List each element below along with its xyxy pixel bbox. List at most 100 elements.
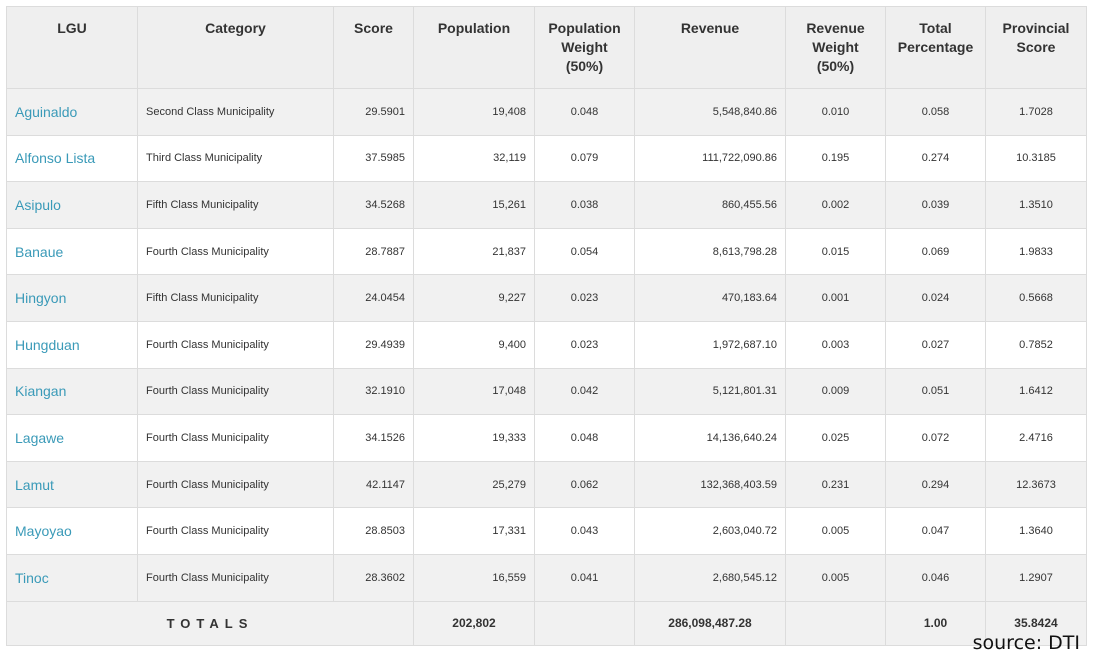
revenue-weight-cell: 0.195 bbox=[785, 134, 886, 183]
score-cell: 28.8503 bbox=[333, 507, 414, 555]
table-row: Banaue Fourth Class Municipality 28.7887… bbox=[6, 227, 1087, 276]
population-weight-cell: 0.048 bbox=[534, 414, 635, 462]
header-provincial-score: Provincial Score bbox=[985, 6, 1087, 89]
provincial-score-cell: 1.3640 bbox=[985, 507, 1087, 555]
header-total-percentage: Total Percentage bbox=[885, 6, 986, 89]
population-cell: 9,400 bbox=[413, 320, 535, 369]
category-cell: Fourth Class Municipality bbox=[137, 414, 334, 462]
population-cell: 17,048 bbox=[413, 367, 535, 416]
revenue-weight-cell: 0.010 bbox=[785, 88, 886, 136]
population-cell: 17,331 bbox=[413, 507, 535, 555]
revenue-cell: 132,368,403.59 bbox=[634, 460, 786, 509]
score-cell: 42.1147 bbox=[333, 460, 414, 509]
revenue-cell: 8,613,798.28 bbox=[634, 227, 786, 276]
total-percentage-cell: 0.039 bbox=[885, 181, 986, 229]
population-weight-cell: 0.041 bbox=[534, 553, 635, 602]
lgu-link[interactable]: Lamut bbox=[6, 460, 138, 509]
revenue-weight-cell: 0.009 bbox=[785, 367, 886, 416]
population-weight-cell: 0.038 bbox=[534, 181, 635, 229]
header-population: Population bbox=[413, 6, 535, 89]
score-cell: 34.1526 bbox=[333, 414, 414, 462]
total-percentage-cell: 0.046 bbox=[885, 553, 986, 602]
revenue-cell: 860,455.56 bbox=[634, 181, 786, 229]
population-cell: 15,261 bbox=[413, 181, 535, 229]
lgu-link[interactable]: Alfonso Lista bbox=[6, 134, 138, 183]
population-weight-cell: 0.048 bbox=[534, 88, 635, 136]
population-cell: 16,559 bbox=[413, 553, 535, 602]
table-footer: TOTALS 202,802 286,098,487.28 1.00 35.84… bbox=[6, 600, 1087, 646]
table-row: Alfonso Lista Third Class Municipality 3… bbox=[6, 134, 1087, 183]
table-row: Tinoc Fourth Class Municipality 28.3602 … bbox=[6, 553, 1087, 602]
header-total-percentage-line: Total bbox=[919, 20, 952, 36]
table-row: Lamut Fourth Class Municipality 42.1147 … bbox=[6, 460, 1087, 509]
population-weight-cell: 0.062 bbox=[534, 460, 635, 509]
category-cell: Fourth Class Municipality bbox=[137, 553, 334, 602]
score-cell: 29.4939 bbox=[333, 320, 414, 369]
lgu-link[interactable]: Lagawe bbox=[6, 414, 138, 462]
lgu-link[interactable]: Banaue bbox=[6, 227, 138, 276]
revenue-weight-cell: 0.231 bbox=[785, 460, 886, 509]
header-provincial-score-line: Score bbox=[1016, 39, 1056, 55]
population-cell: 32,119 bbox=[413, 134, 535, 183]
revenue-cell: 14,136,640.24 bbox=[634, 414, 786, 462]
revenue-cell: 1,972,687.10 bbox=[634, 320, 786, 369]
population-cell: 19,408 bbox=[413, 88, 535, 136]
lgu-link[interactable]: Kiangan bbox=[6, 367, 138, 416]
revenue-cell: 2,680,545.12 bbox=[634, 553, 786, 602]
population-weight-cell: 0.079 bbox=[534, 134, 635, 183]
total-percentage-cell: 0.294 bbox=[885, 460, 986, 509]
totals-empty-cell bbox=[785, 600, 886, 646]
table-row: Mayoyao Fourth Class Municipality 28.850… bbox=[6, 507, 1087, 555]
revenue-weight-cell: 0.025 bbox=[785, 414, 886, 462]
totals-empty-cell bbox=[534, 600, 635, 646]
population-cell: 25,279 bbox=[413, 460, 535, 509]
lgu-table-container: LGU Category Score Population Population… bbox=[6, 6, 1087, 646]
provincial-score-cell: 1.3510 bbox=[985, 181, 1087, 229]
provincial-score-cell: 1.9833 bbox=[985, 227, 1087, 276]
score-cell: 37.5985 bbox=[333, 134, 414, 183]
total-percentage-cell: 0.024 bbox=[885, 274, 986, 322]
total-percentage-cell: 0.072 bbox=[885, 414, 986, 462]
population-weight-cell: 0.043 bbox=[534, 507, 635, 555]
lgu-link[interactable]: Hungduan bbox=[6, 320, 138, 369]
revenue-weight-cell: 0.015 bbox=[785, 227, 886, 276]
header-provincial-score-line: Provincial bbox=[1002, 20, 1070, 36]
lgu-link[interactable]: Mayoyao bbox=[6, 507, 138, 555]
score-cell: 28.3602 bbox=[333, 553, 414, 602]
score-cell: 32.1910 bbox=[333, 367, 414, 416]
totals-provincial-score: 35.8424 bbox=[985, 600, 1087, 646]
totals-label: TOTALS bbox=[6, 600, 414, 646]
revenue-cell: 2,603,040.72 bbox=[634, 507, 786, 555]
table-body: Aguinaldo Second Class Municipality 29.5… bbox=[6, 88, 1087, 602]
category-cell: Fourth Class Municipality bbox=[137, 320, 334, 369]
category-cell: Fourth Class Municipality bbox=[137, 367, 334, 416]
total-percentage-cell: 0.058 bbox=[885, 88, 986, 136]
table-row: Lagawe Fourth Class Municipality 34.1526… bbox=[6, 414, 1087, 462]
lgu-link[interactable]: Asipulo bbox=[6, 181, 138, 229]
population-weight-cell: 0.023 bbox=[534, 274, 635, 322]
table-row: Asipulo Fifth Class Municipality 34.5268… bbox=[6, 181, 1087, 229]
table-row: Hungduan Fourth Class Municipality 29.49… bbox=[6, 320, 1087, 369]
table-row: Hingyon Fifth Class Municipality 24.0454… bbox=[6, 274, 1087, 322]
lgu-link[interactable]: Tinoc bbox=[6, 553, 138, 602]
table-header: LGU Category Score Population Population… bbox=[6, 6, 1087, 89]
header-revenue: Revenue bbox=[634, 6, 786, 89]
table-row: Kiangan Fourth Class Municipality 32.191… bbox=[6, 367, 1087, 416]
revenue-cell: 5,121,801.31 bbox=[634, 367, 786, 416]
revenue-weight-cell: 0.003 bbox=[785, 320, 886, 369]
table-row: Aguinaldo Second Class Municipality 29.5… bbox=[6, 88, 1087, 136]
score-cell: 29.5901 bbox=[333, 88, 414, 136]
revenue-weight-cell: 0.002 bbox=[785, 181, 886, 229]
revenue-cell: 470,183.64 bbox=[634, 274, 786, 322]
header-row: LGU Category Score Population Population… bbox=[6, 6, 1087, 89]
lgu-link[interactable]: Hingyon bbox=[6, 274, 138, 322]
provincial-score-cell: 1.2907 bbox=[985, 553, 1087, 602]
header-population-weight-line: Weight bbox=[561, 39, 608, 55]
totals-row: TOTALS 202,802 286,098,487.28 1.00 35.84… bbox=[6, 600, 1087, 646]
total-percentage-cell: 0.274 bbox=[885, 134, 986, 183]
header-score: Score bbox=[333, 6, 414, 89]
provincial-score-cell: 1.6412 bbox=[985, 367, 1087, 416]
header-population-weight-line: Population bbox=[548, 20, 621, 36]
lgu-link[interactable]: Aguinaldo bbox=[6, 88, 138, 136]
score-cell: 34.5268 bbox=[333, 181, 414, 229]
